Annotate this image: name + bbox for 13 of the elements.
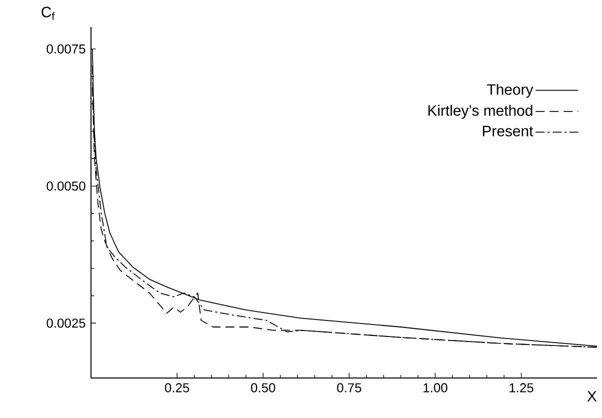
x-tick-label: 1.25 [510,383,534,392]
legend-label: Theory [487,84,534,98]
y-axis-title: C$_{f}$ [42,6,55,20]
x-axis-title: X [587,391,597,402]
y-tick-label: 0.0025 [46,318,86,328]
legend-label: Present [482,126,534,136]
x-tick-label: 0.25 [164,383,190,392]
legend-label: Kirtley’s method [428,104,532,119]
y-tick-label: 0.0050 [46,181,86,191]
x-tick-label: 0.50 [251,383,276,392]
y-tick-label: 0.0075 [46,44,86,54]
x-tick-label: 0.75 [337,383,362,392]
x-tick-label: 1.00 [424,383,448,392]
